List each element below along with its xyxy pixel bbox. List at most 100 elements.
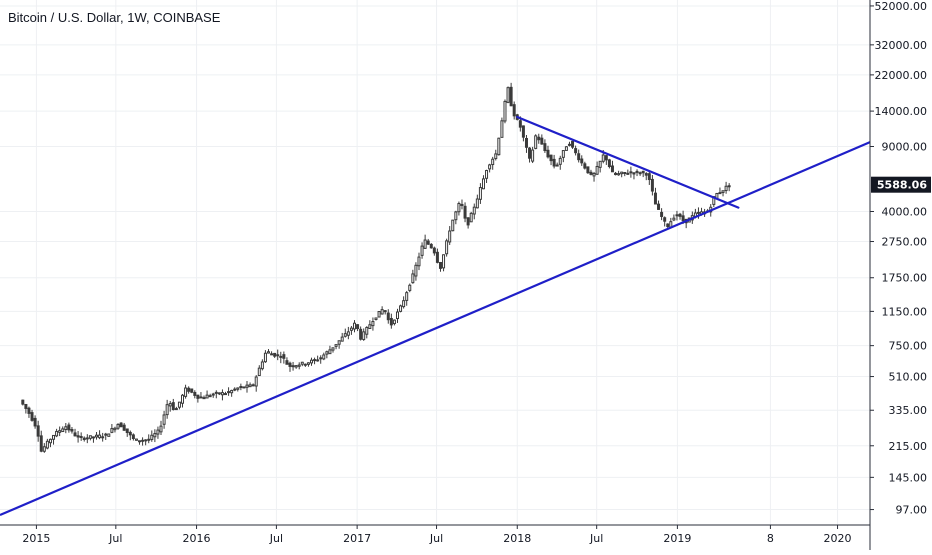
candle xyxy=(128,430,132,441)
candle-body xyxy=(128,431,132,436)
candle xyxy=(481,175,485,190)
candle xyxy=(534,134,538,150)
candle xyxy=(159,420,163,436)
candle-body xyxy=(368,324,372,329)
candle-body xyxy=(451,219,455,232)
candle-body xyxy=(309,359,313,364)
price-tick-label: 22000.00 xyxy=(875,69,928,82)
candle-body xyxy=(245,384,249,388)
candle xyxy=(294,364,298,369)
candle-body xyxy=(119,422,123,428)
candle-body xyxy=(162,414,166,425)
candle-body xyxy=(147,438,151,441)
candle-body xyxy=(101,436,105,439)
candle-body xyxy=(472,206,476,215)
trendline[interactable] xyxy=(516,115,740,209)
candle-body xyxy=(567,143,571,146)
trendline[interactable] xyxy=(0,141,872,516)
candle xyxy=(438,261,442,272)
candle xyxy=(144,439,148,446)
candle xyxy=(426,238,430,245)
candle xyxy=(107,433,111,437)
time-tick-label: 8 xyxy=(767,532,774,545)
candle-body xyxy=(181,394,185,404)
price-tick-label: 52000.00 xyxy=(875,0,928,13)
candle-body xyxy=(408,284,412,291)
candle-body xyxy=(543,143,547,152)
candle-body xyxy=(52,434,56,440)
candle-body xyxy=(678,213,682,217)
candle xyxy=(104,432,108,440)
candle-body xyxy=(506,87,510,103)
candle-body xyxy=(466,217,470,226)
candle-body xyxy=(534,135,538,149)
candle xyxy=(39,430,43,453)
candle-body xyxy=(457,203,461,213)
candle xyxy=(48,438,52,448)
candle xyxy=(540,134,544,145)
candle-body xyxy=(110,428,114,433)
chart-title: Bitcoin / U.S. Dollar, 1W, COINBASE xyxy=(8,10,221,25)
candle-body xyxy=(555,164,559,167)
grid-layer xyxy=(0,0,870,525)
candle-body xyxy=(475,198,479,209)
candle xyxy=(620,171,624,178)
candle-body xyxy=(174,408,178,411)
candle-body xyxy=(392,319,396,325)
candle xyxy=(42,443,46,453)
candle xyxy=(586,166,590,174)
candle-body xyxy=(24,403,28,409)
candle-body xyxy=(227,391,231,394)
candle xyxy=(574,145,578,156)
candle xyxy=(531,146,535,164)
candle xyxy=(220,389,224,401)
candle-body xyxy=(623,172,627,175)
candle-body xyxy=(263,352,267,363)
price-tick-label: 4000.00 xyxy=(882,205,928,218)
candle-body xyxy=(583,163,587,169)
candle-body xyxy=(104,433,108,436)
candle-body xyxy=(647,173,651,181)
candle xyxy=(466,217,470,229)
candle-body xyxy=(660,211,664,217)
candle xyxy=(291,361,295,371)
candle xyxy=(273,352,277,358)
candle-body xyxy=(577,153,581,161)
candle xyxy=(91,436,95,443)
candle-body xyxy=(524,137,528,148)
candle xyxy=(721,190,725,197)
candle xyxy=(488,163,492,173)
candle-body xyxy=(362,331,366,340)
candle-body xyxy=(85,437,89,440)
candle xyxy=(561,150,565,163)
candle-body xyxy=(675,214,679,217)
candle xyxy=(76,431,80,443)
candle xyxy=(371,317,375,331)
candle xyxy=(196,394,200,403)
candle xyxy=(313,357,317,365)
candle-body xyxy=(248,384,252,388)
candle-body xyxy=(144,439,148,442)
candle xyxy=(457,201,461,216)
candle-body xyxy=(641,170,645,174)
candle xyxy=(638,171,642,176)
candle xyxy=(95,432,99,440)
candle-body xyxy=(359,328,363,340)
candle xyxy=(309,357,313,366)
candle xyxy=(454,210,458,225)
candle xyxy=(245,381,249,393)
candle xyxy=(607,158,611,169)
candle xyxy=(27,406,31,418)
candle xyxy=(58,426,62,437)
candle-body xyxy=(672,217,676,221)
candle-body xyxy=(653,192,657,205)
candle xyxy=(546,145,550,159)
candle-body xyxy=(273,352,277,357)
candle xyxy=(55,428,59,438)
candle-body xyxy=(64,426,68,430)
candle-body xyxy=(469,212,473,223)
candle-body xyxy=(61,428,65,433)
candle xyxy=(236,387,240,392)
price-tick-label: 215.00 xyxy=(889,440,928,453)
